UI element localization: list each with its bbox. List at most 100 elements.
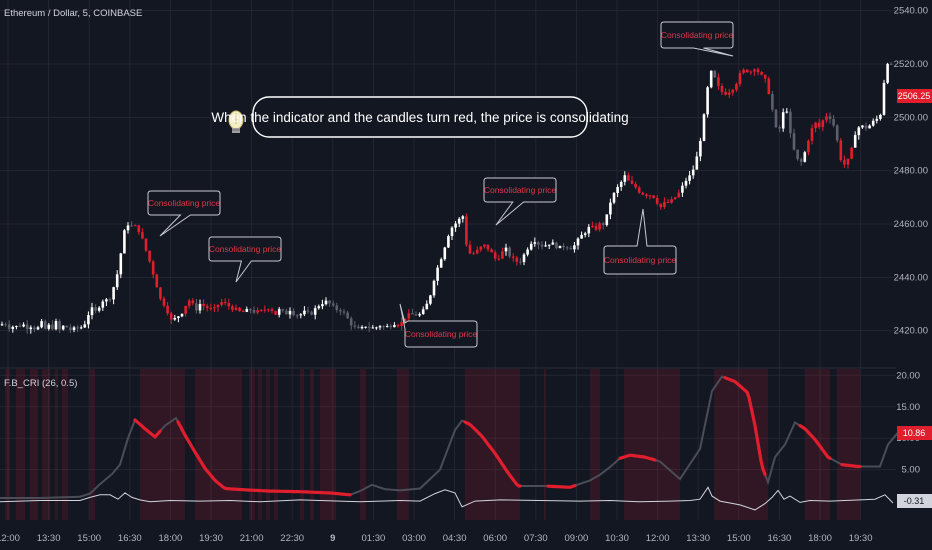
shaded-band xyxy=(544,369,546,520)
candle-body xyxy=(850,147,853,159)
candle-body xyxy=(573,245,576,250)
candle-body xyxy=(753,69,756,72)
candle-body xyxy=(396,325,400,327)
shaded-band xyxy=(62,369,68,520)
time-tick-label: 03:00 xyxy=(402,533,426,544)
consolidating-annotation: Consolidating price xyxy=(483,177,557,226)
candle-body xyxy=(508,247,511,257)
candle-body xyxy=(33,327,36,330)
candle-body xyxy=(349,318,353,326)
indicator-red-segment xyxy=(546,484,577,489)
candle-body xyxy=(22,324,25,327)
candle-body xyxy=(576,238,580,246)
shaded-band xyxy=(274,369,278,520)
annotation-bubble xyxy=(660,21,734,57)
candle-body xyxy=(357,326,360,329)
candle-body xyxy=(789,111,792,134)
indicator-last-label: 10.86 xyxy=(903,428,926,438)
candle-body xyxy=(76,327,79,329)
candle-body xyxy=(497,258,501,260)
price-tick-label: 2540.00 xyxy=(894,6,928,17)
candle-body xyxy=(249,309,252,311)
candle-body xyxy=(803,152,807,162)
candle-body xyxy=(184,305,187,314)
candle-body xyxy=(339,310,342,312)
shaded-band xyxy=(465,369,520,520)
time-tick-label: 16:30 xyxy=(118,533,142,544)
candle-body xyxy=(137,225,141,233)
candle-body xyxy=(677,192,681,198)
candle-body xyxy=(846,158,850,165)
candle-body xyxy=(51,324,54,330)
candle-body xyxy=(378,326,382,328)
candle-body xyxy=(706,87,709,115)
candle-body xyxy=(393,325,396,328)
candle-body xyxy=(47,324,51,329)
shaded-band xyxy=(195,369,242,520)
candle-body xyxy=(666,201,670,203)
candle-body xyxy=(670,199,673,203)
indicator-shaded-bands xyxy=(5,369,860,520)
candle-body xyxy=(825,116,828,121)
time-tick-label: 21:00 xyxy=(240,533,264,544)
candle-body xyxy=(889,63,893,65)
candle-body xyxy=(29,327,33,330)
candle-body xyxy=(645,194,648,197)
candle-body xyxy=(778,127,781,129)
candle-body xyxy=(756,69,760,73)
candle-body xyxy=(745,69,749,73)
candle-body xyxy=(198,304,202,311)
candle-body xyxy=(295,315,299,317)
candle-body xyxy=(702,114,706,141)
candle-body xyxy=(637,187,641,193)
candle-body xyxy=(162,298,166,306)
candle-body xyxy=(749,71,753,73)
annotation-bubble xyxy=(399,303,478,348)
annotation-bubble xyxy=(483,177,557,226)
indicator-red-segment xyxy=(798,424,832,460)
time-tick-label: 07:30 xyxy=(524,533,548,544)
candle-body xyxy=(493,252,497,259)
candle-body xyxy=(817,122,821,128)
candle-body xyxy=(879,114,882,119)
candle-body xyxy=(288,310,292,315)
price-tick-label: 2500.00 xyxy=(894,112,928,123)
candle-body xyxy=(141,232,144,239)
candle-body xyxy=(785,111,789,113)
candle-body xyxy=(274,310,277,315)
annotation-bubble xyxy=(147,190,221,237)
candle-body xyxy=(504,247,508,252)
shaded-band xyxy=(714,369,768,520)
candle-body xyxy=(558,245,562,249)
candle-body xyxy=(807,140,810,153)
candle-body xyxy=(868,125,871,129)
candle-body xyxy=(447,236,450,248)
candle-body xyxy=(263,309,267,311)
candle-body xyxy=(814,122,817,129)
candle-body xyxy=(598,223,601,230)
candle-body xyxy=(832,119,835,126)
candle-body xyxy=(763,74,767,79)
annotation-bubble xyxy=(603,208,677,275)
time-tick-label: 19:30 xyxy=(849,533,873,544)
candle-body xyxy=(601,223,605,226)
consolidating-annotation: Consolidating price xyxy=(208,236,282,283)
baseline-line xyxy=(0,486,894,511)
candle-body xyxy=(709,70,713,88)
candle-body xyxy=(382,326,385,328)
candle-body xyxy=(105,299,108,302)
indicator-red-segment xyxy=(176,420,262,493)
candle-body xyxy=(270,309,274,311)
time-tick-label: 12:00 xyxy=(646,533,670,544)
candle-body xyxy=(220,301,223,305)
candle-body xyxy=(587,226,591,234)
candle-body xyxy=(450,227,454,237)
baseline-last-label: -0.31 xyxy=(904,496,925,506)
candle-body xyxy=(123,230,126,254)
candle-body xyxy=(760,72,763,75)
candle-body xyxy=(511,256,515,258)
shaded-band xyxy=(397,369,409,520)
candle-body xyxy=(36,327,40,330)
indicator-title: F.B_CRI (26, 0.5) xyxy=(4,378,77,389)
